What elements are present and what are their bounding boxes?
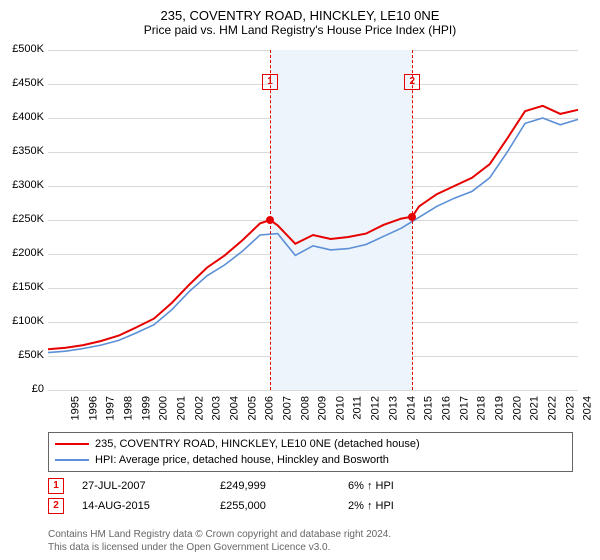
sale-index-box: 1 (48, 478, 64, 494)
footnote-line2: This data is licensed under the Open Gov… (48, 541, 391, 554)
sale-price: £255,000 (220, 500, 330, 512)
legend-label: 235, COVENTRY ROAD, HINCKLEY, LE10 0NE (… (95, 438, 420, 450)
footnote-line1: Contains HM Land Registry data © Crown c… (48, 528, 391, 541)
sale-date: 27-JUL-2007 (82, 480, 202, 492)
legend: 235, COVENTRY ROAD, HINCKLEY, LE10 0NE (… (48, 432, 573, 472)
sale-delta: 2% ↑ HPI (348, 500, 458, 512)
sales-table: 1 27-JUL-2007 £249,999 6% ↑ HPI 2 14-AUG-2015… (48, 476, 573, 516)
legend-swatch (55, 459, 89, 461)
sale-row: 1 27-JUL-2007 £249,999 6% ↑ HPI (48, 476, 573, 496)
legend-swatch (55, 443, 89, 445)
chart-title: 235, COVENTRY ROAD, HINCKLEY, LE10 0NE (0, 0, 600, 23)
chart-subtitle: Price paid vs. HM Land Registry's House … (0, 23, 600, 41)
chart-plot-area: 12 (48, 50, 578, 390)
sale-row: 2 14-AUG-2015 £255,000 2% ↑ HPI (48, 496, 573, 516)
sale-delta: 6% ↑ HPI (348, 480, 458, 492)
sale-index-box: 2 (48, 498, 64, 514)
footnote: Contains HM Land Registry data © Crown c… (48, 528, 391, 554)
sale-price: £249,999 (220, 480, 330, 492)
sale-date: 14-AUG-2015 (82, 500, 202, 512)
series-subject (48, 106, 578, 349)
legend-label: HPI: Average price, detached house, Hinc… (95, 454, 389, 466)
chart-lines (48, 50, 578, 390)
